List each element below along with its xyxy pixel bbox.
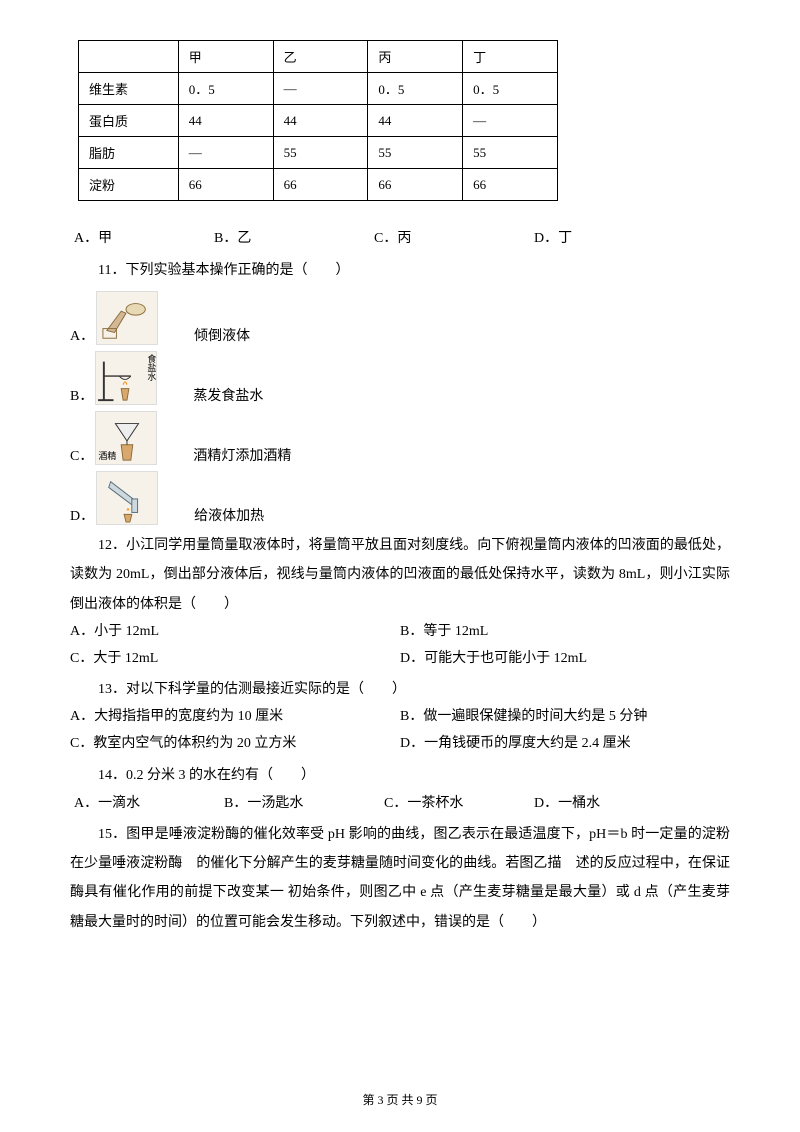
option-label: B．: [70, 385, 93, 405]
option-c: C．教室内空气的体积约为 20 立方米: [70, 731, 400, 758]
cell: 维生素: [79, 73, 179, 105]
option-a: A．一滴水: [74, 790, 224, 818]
table-row: 维生素 0．5 — 0．5 0．5: [79, 73, 558, 105]
pour-liquid-icon: [96, 291, 158, 345]
q13-options: A．大拇指指甲的宽度约为 10 厘米 B．做一遍眼保健操的时间大约是 5 分钟 …: [70, 704, 730, 757]
q13-stem: 13．对以下科学量的估测最接近实际的是（ ）: [70, 676, 730, 704]
th-blank: [79, 41, 179, 73]
cell: 0．5: [178, 73, 273, 105]
q11-option-a: A． 倾倒液体: [70, 291, 730, 345]
q15-stem: 15．图甲是唾液淀粉酶的催化效率受 pH 影响的曲线，图乙表示在最适温度下，pH…: [70, 820, 730, 938]
q11-option-c: C． 酒精 酒精灯添加酒精: [70, 411, 730, 465]
option-b: B．等于 12mL: [400, 619, 730, 646]
cell: 66: [368, 169, 463, 201]
option-label: D．: [70, 505, 94, 525]
option-text: 给液体加热: [194, 505, 264, 525]
option-a: A．小于 12mL: [70, 619, 400, 646]
option-label: A．: [70, 325, 94, 345]
q12-options: A．小于 12mL B．等于 12mL C．大于 12mL D．可能大于也可能小…: [70, 619, 730, 672]
option-a: A．甲: [74, 225, 214, 253]
cell: 55: [463, 137, 558, 169]
option-text: 酒精灯添加酒精: [193, 445, 291, 465]
add-alcohol-icon: 酒精: [95, 411, 157, 465]
heat-liquid-icon: [96, 471, 158, 525]
page-footer: 第 3 页 共 9 页: [0, 1091, 800, 1108]
option-d: D．可能大于也可能小于 12mL: [400, 646, 730, 673]
th-bing: 丙: [368, 41, 463, 73]
option-label: C．: [70, 445, 93, 465]
option-d: D．一角钱硬币的厚度大约是 2.4 厘米: [400, 731, 730, 758]
th-jia: 甲: [178, 41, 273, 73]
cell: 0．5: [463, 73, 558, 105]
cell: 55: [273, 137, 368, 169]
cell: 蛋白质: [79, 105, 179, 137]
cell: 66: [463, 169, 558, 201]
cell: —: [273, 73, 368, 105]
cell: 44: [178, 105, 273, 137]
annotation: 酒精: [98, 449, 116, 462]
cell: 66: [178, 169, 273, 201]
option-a: A．大拇指指甲的宽度约为 10 厘米: [70, 704, 400, 731]
option-b: B．做一遍眼保健操的时间大约是 5 分钟: [400, 704, 730, 731]
cell: 55: [368, 137, 463, 169]
data-table: 甲 乙 丙 丁 维生素 0．5 — 0．5 0．5 蛋白质 44 44 44 —…: [78, 40, 558, 201]
cell: 脂肪: [79, 137, 179, 169]
table-row: 脂肪 — 55 55 55: [79, 137, 558, 169]
cell: 66: [273, 169, 368, 201]
q11-option-b: B． 食盐水 蒸发食盐水: [70, 351, 730, 405]
table-row: 淀粉 66 66 66 66: [79, 169, 558, 201]
q14-options: A．一滴水 B．一汤匙水 C．一茶杯水 D．一桶水: [70, 790, 730, 818]
option-d: D．丁: [534, 225, 572, 253]
annotation: 食盐水: [145, 354, 157, 381]
cell: 0．5: [368, 73, 463, 105]
option-text: 蒸发食盐水: [193, 385, 263, 405]
q11-option-d: D． 给液体加热: [70, 471, 730, 525]
cell: —: [463, 105, 558, 137]
option-text: 倾倒液体: [194, 325, 250, 345]
table-header-row: 甲 乙 丙 丁: [79, 41, 558, 73]
cell: 44: [273, 105, 368, 137]
q11-stem: 11．下列实验基本操作正确的是（ ）: [70, 257, 730, 285]
option-c: C．一茶杯水: [384, 790, 534, 818]
q14-stem: 14．0.2 分米 3 的水在约有（ ）: [70, 762, 730, 790]
th-yi: 乙: [273, 41, 368, 73]
option-c: C．大于 12mL: [70, 646, 400, 673]
option-b: B．乙: [214, 225, 374, 253]
option-b: B．一汤匙水: [224, 790, 384, 818]
table-row: 蛋白质 44 44 44 —: [79, 105, 558, 137]
th-ding: 丁: [463, 41, 558, 73]
evaporate-salt-icon: 食盐水: [95, 351, 157, 405]
option-d: D．一桶水: [534, 790, 600, 818]
cell: —: [178, 137, 273, 169]
q12-stem: 12．小江同学用量筒量取液体时，将量筒平放且面对刻度线。向下俯视量筒内液体的凹液…: [70, 531, 730, 619]
cell: 44: [368, 105, 463, 137]
option-c: C．丙: [374, 225, 534, 253]
table-question-options: A．甲 B．乙 C．丙 D．丁: [70, 225, 730, 253]
cell: 淀粉: [79, 169, 179, 201]
